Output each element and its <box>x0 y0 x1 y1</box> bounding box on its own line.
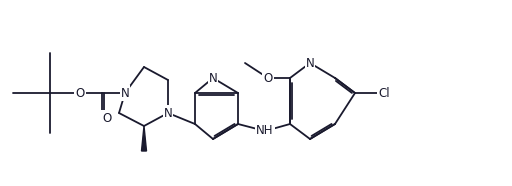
Text: N: N <box>208 71 218 84</box>
Text: N: N <box>164 107 173 119</box>
Text: NH: NH <box>256 124 274 137</box>
Text: Cl: Cl <box>378 86 390 100</box>
Text: O: O <box>102 111 111 124</box>
Text: O: O <box>263 71 272 84</box>
Polygon shape <box>141 126 146 151</box>
Text: N: N <box>121 86 130 100</box>
Text: N: N <box>306 57 314 70</box>
Text: O: O <box>75 86 84 100</box>
